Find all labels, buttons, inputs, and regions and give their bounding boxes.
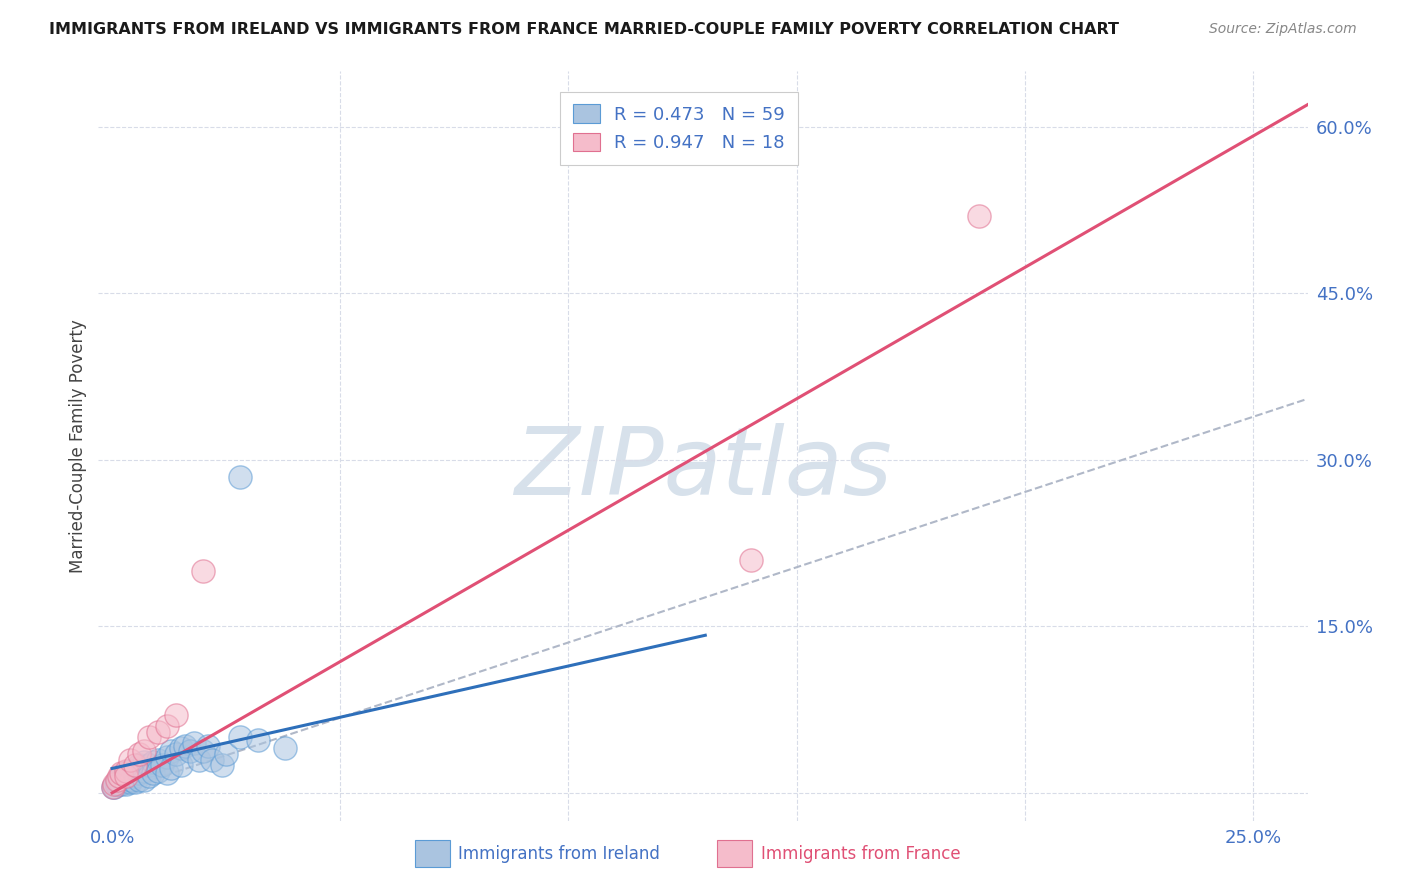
Point <box>138 769 160 783</box>
Point <box>110 774 132 789</box>
Point <box>142 755 165 769</box>
Point <box>215 747 238 761</box>
Point <box>103 777 125 791</box>
Point <box>114 769 136 783</box>
Point <box>160 762 183 776</box>
Text: Source: ZipAtlas.com: Source: ZipAtlas.com <box>1209 22 1357 37</box>
Point <box>146 753 169 767</box>
Point <box>132 772 155 787</box>
Point <box>146 724 169 739</box>
Point <box>111 772 134 787</box>
Point <box>174 739 197 754</box>
Text: Immigrants from Ireland: Immigrants from Ireland <box>458 845 661 863</box>
Point <box>112 769 135 783</box>
Point <box>114 765 136 780</box>
Text: ZIPatlas: ZIPatlas <box>515 423 891 514</box>
Point <box>128 758 150 772</box>
Point <box>247 732 270 747</box>
Point <box>169 741 191 756</box>
Point <box>187 753 209 767</box>
Point <box>274 741 297 756</box>
Point <box>160 744 183 758</box>
Point <box>103 780 125 795</box>
Point <box>117 769 139 783</box>
Point <box>169 758 191 772</box>
Point <box>110 769 132 783</box>
Point <box>128 765 150 780</box>
Point <box>138 758 160 772</box>
Point <box>142 765 165 780</box>
Text: Immigrants from France: Immigrants from France <box>761 845 960 863</box>
Point <box>132 764 155 778</box>
Point <box>120 769 142 783</box>
Point <box>197 739 219 754</box>
Point <box>179 744 201 758</box>
Point <box>107 774 129 789</box>
Point <box>104 777 127 791</box>
Point <box>124 758 146 772</box>
Point <box>103 780 125 795</box>
Point <box>146 764 169 778</box>
Point <box>165 747 187 761</box>
Point <box>103 780 125 795</box>
Point <box>183 736 205 750</box>
Point <box>156 719 179 733</box>
Point <box>105 774 128 789</box>
Point <box>150 758 173 772</box>
Point <box>229 731 252 745</box>
Point <box>110 765 132 780</box>
Point <box>108 777 131 791</box>
Point <box>110 774 132 789</box>
Point <box>124 774 146 789</box>
Point <box>110 777 132 791</box>
Point <box>128 772 150 787</box>
Point <box>193 564 215 578</box>
Point <box>211 758 233 772</box>
Point <box>120 774 142 789</box>
Point <box>138 731 160 745</box>
Point <box>108 769 131 783</box>
Point <box>114 777 136 791</box>
Point <box>201 753 224 767</box>
Point <box>105 772 128 787</box>
Point <box>165 708 187 723</box>
Y-axis label: Married-Couple Family Poverty: Married-Couple Family Poverty <box>69 319 87 573</box>
Point <box>229 469 252 483</box>
Point <box>156 765 179 780</box>
Point <box>105 777 128 791</box>
Point <box>114 772 136 787</box>
Point <box>156 750 179 764</box>
Point <box>128 747 150 761</box>
Point <box>114 774 136 789</box>
Text: IMMIGRANTS FROM IRELAND VS IMMIGRANTS FROM FRANCE MARRIED-COUPLE FAMILY POVERTY : IMMIGRANTS FROM IRELAND VS IMMIGRANTS FR… <box>49 22 1119 37</box>
Point <box>132 744 155 758</box>
Point <box>124 765 146 780</box>
Point <box>108 772 131 787</box>
Legend: R = 0.473   N = 59, R = 0.947   N = 18: R = 0.473 N = 59, R = 0.947 N = 18 <box>560 92 797 165</box>
Point <box>124 769 146 783</box>
Point <box>120 764 142 778</box>
Point <box>740 553 762 567</box>
Point <box>120 753 142 767</box>
Point <box>132 755 155 769</box>
Point <box>120 772 142 787</box>
Point <box>193 744 215 758</box>
Point <box>967 209 990 223</box>
Point <box>114 764 136 778</box>
